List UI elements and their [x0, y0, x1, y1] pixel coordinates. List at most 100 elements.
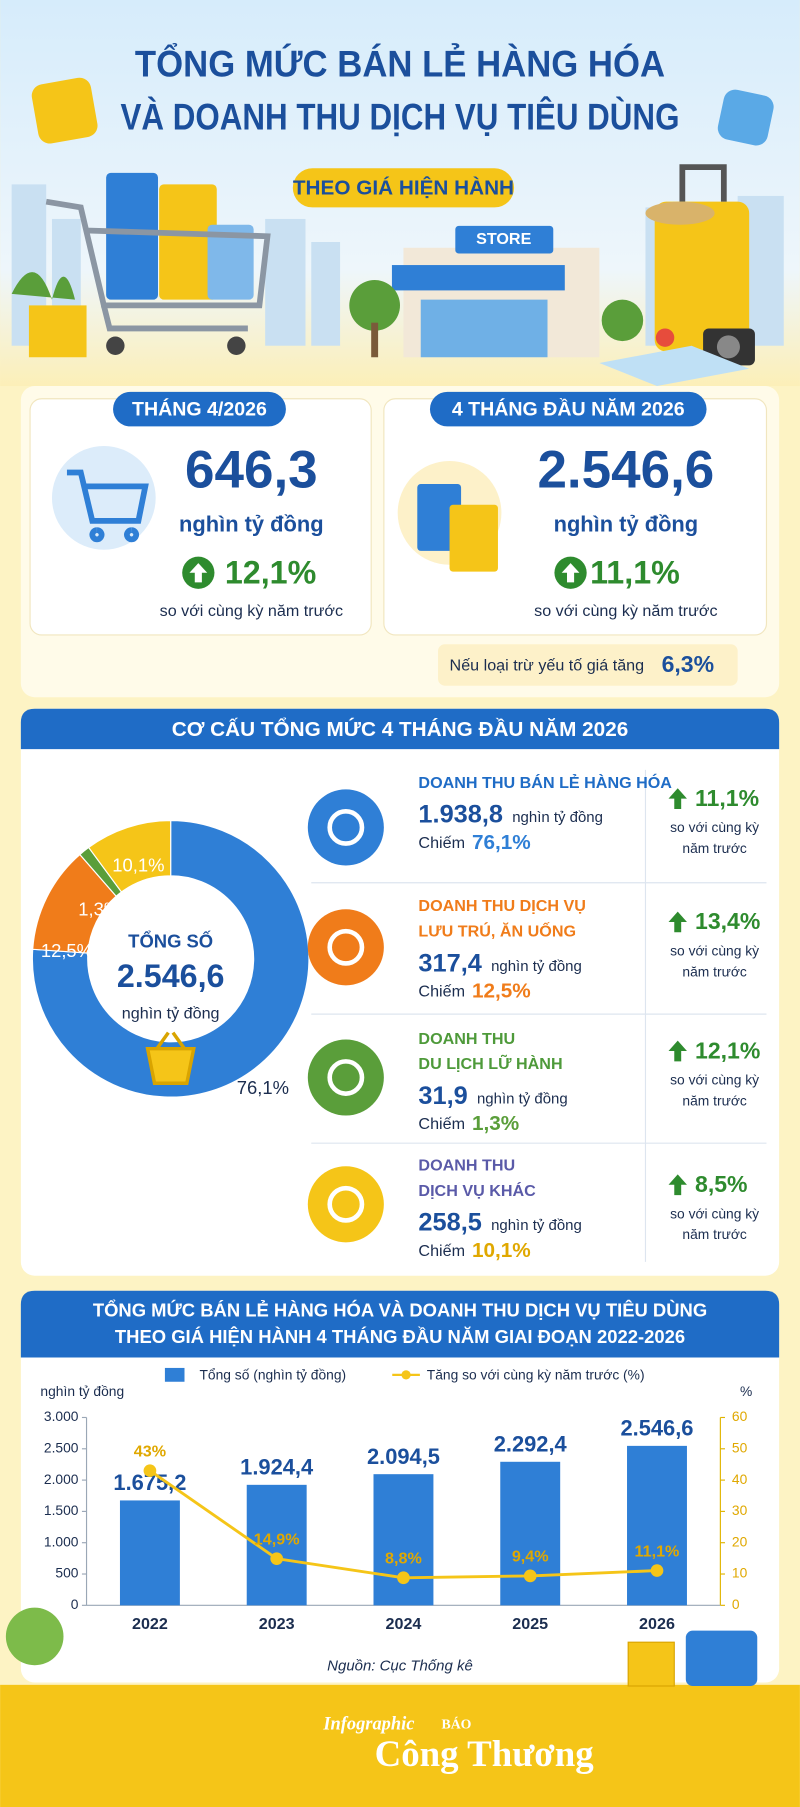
item-name: DU LỊCH LỮ HÀNH — [418, 1053, 562, 1073]
line-point — [523, 1569, 537, 1583]
chart-title: THEO GIÁ HIỆN HÀNH 4 THÁNG ĐẦU NĂM GIAI … — [115, 1326, 685, 1347]
source: Nguồn: Cục Thống kê — [327, 1657, 473, 1674]
donut-slice — [31, 819, 310, 1098]
item-name: DOANH THU — [418, 1157, 515, 1175]
item-icon-circle — [307, 909, 384, 986]
item-growth: 12,1% — [695, 1037, 760, 1063]
item-icon — [327, 928, 365, 966]
line-point — [143, 1464, 157, 1478]
donut-center-value: 2.546,6 — [117, 958, 225, 994]
basket-decoration — [685, 1630, 758, 1686]
item-growth: 8,5% — [695, 1171, 748, 1197]
y-tick-label: 1.500 — [44, 1502, 79, 1518]
item-share: 1,3% — [472, 1112, 519, 1135]
item-share-label: Chiếm — [418, 983, 465, 1001]
cart-icon — [66, 469, 149, 543]
item-share: 10,1% — [472, 1239, 531, 1262]
combo-chart: 0 500 1.000 1.500 2.000 2.500 3.000 0 10 20 30 40 50… — [44, 1367, 748, 1634]
y-tick-label: 0 — [71, 1596, 79, 1612]
structure-title: CƠ CẤU TỔNG MỨC 4 THÁNG ĐẦU NĂM 2026 — [172, 717, 629, 741]
bar — [627, 1445, 687, 1606]
y-tick-label: 2.500 — [44, 1439, 79, 1455]
y2-tick-label: 0 — [732, 1596, 740, 1612]
bar — [500, 1461, 561, 1606]
structure-items: DOANH THU BÁN LẺ HÀNG HÓA 1.938,8 nghìn tỷ… — [307, 773, 760, 1262]
item-icon-circle — [307, 1039, 384, 1116]
y-tick-label: 1.000 — [44, 1533, 79, 1549]
item-name: DOANH THU — [418, 1030, 515, 1048]
summary-value: 2.546,6 — [537, 441, 714, 500]
y2-tick-label: 50 — [732, 1439, 748, 1455]
item-compare: so với cùng kỳ — [670, 1072, 759, 1088]
bag-icon — [449, 504, 498, 572]
item-name: DỊCH VỤ KHÁC — [418, 1181, 536, 1200]
summary-growth: 11,1% — [590, 555, 680, 591]
growth-arrow — [189, 563, 208, 583]
line-value-label: 8,8% — [385, 1550, 422, 1568]
footer-brand: Công Thương — [375, 1733, 595, 1774]
store-illustration — [349, 225, 644, 358]
growth-arrow — [668, 911, 687, 933]
subtitle-pill — [292, 168, 515, 208]
growth-arrow — [561, 563, 580, 583]
footer-kicker: Infographic — [322, 1713, 414, 1733]
store-sign: STORE — [476, 230, 532, 248]
subtitle: THEO GIÁ HIỆN HÀNH — [293, 175, 514, 199]
item-icon-circle — [307, 789, 384, 866]
item-compare: năm trước — [682, 963, 746, 979]
y2-tick-label: 20 — [732, 1533, 748, 1549]
bar-value-label: 2.292,4 — [494, 1431, 568, 1456]
footer-band — [0, 1684, 800, 1807]
growth-arrow — [668, 1174, 687, 1196]
y2-tick-label: 30 — [732, 1502, 748, 1518]
summary-growth: 12,1% — [225, 555, 316, 591]
legend-label: Tổng số (nghìn tỷ đồng) — [199, 1367, 346, 1383]
summary-compare: so với cùng kỳ năm trước — [160, 602, 343, 620]
summary-compare: so với cùng kỳ năm trước — [534, 602, 717, 620]
note-box — [438, 644, 738, 686]
summary-value: 646,3 — [185, 441, 318, 500]
donut-label: 1,3% — [78, 898, 120, 919]
item-growth: 13,4% — [695, 908, 760, 934]
donut-center-title: TỔNG SỐ — [128, 931, 213, 952]
item-unit: nghìn tỷ đồng — [477, 1090, 568, 1107]
title-line: VÀ DOANH THU DỊCH VỤ TIÊU DÙNG — [121, 96, 680, 138]
item-share: 12,5% — [472, 980, 531, 1003]
legend-label: Tăng so với cùng kỳ năm trước (%) — [427, 1367, 645, 1383]
item-icon — [327, 809, 365, 846]
donut-center-unit: nghìn tỷ đồng — [122, 1004, 220, 1022]
x-tick-label: 2024 — [386, 1615, 422, 1633]
line-point — [270, 1552, 284, 1566]
item-compare: năm trước — [682, 1092, 746, 1108]
line-point — [397, 1571, 410, 1585]
summary-label: THÁNG 4/2026 — [132, 397, 267, 420]
item-share: 76,1% — [472, 831, 531, 854]
y-tick-label: 3.000 — [44, 1408, 79, 1424]
chart-header — [20, 1290, 780, 1358]
item-value: 317,4 — [418, 949, 481, 977]
title-line: TỔNG MỨC BÁN LẺ HÀNG HÓA — [135, 42, 665, 85]
basket-icon — [145, 1031, 196, 1086]
item-compare: năm trước — [682, 1226, 746, 1242]
footer-brand-small: BÁO — [441, 1715, 471, 1731]
summary-label-pill — [113, 391, 286, 427]
item-unit: nghìn tỷ đồng — [512, 809, 603, 826]
item-compare: so với cùng kỳ — [670, 943, 759, 959]
item-compare: so với cùng kỳ — [670, 1205, 759, 1221]
summary-label-pill — [429, 391, 707, 427]
y-axis-label: nghìn tỷ đồng — [40, 1383, 124, 1399]
item-name: DOANH THU DỊCH VỤ — [418, 897, 586, 915]
growth-arrow — [668, 1040, 687, 1062]
donut-label: 12,5% — [41, 940, 93, 961]
bar — [373, 1474, 434, 1606]
plant-decoration — [5, 1607, 64, 1666]
item-share-label: Chiếm — [418, 1242, 465, 1260]
item-icon — [327, 1059, 365, 1096]
bar-value-label: 2.094,5 — [367, 1444, 440, 1469]
summary-unit: nghìn tỷ đồng — [179, 511, 324, 536]
line-value-label: 43% — [134, 1443, 166, 1461]
structure-header — [20, 708, 780, 750]
item-compare: năm trước — [682, 840, 746, 856]
